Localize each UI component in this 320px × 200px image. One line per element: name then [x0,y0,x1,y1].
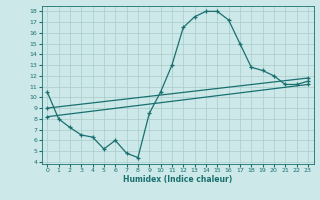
X-axis label: Humidex (Indice chaleur): Humidex (Indice chaleur) [123,175,232,184]
